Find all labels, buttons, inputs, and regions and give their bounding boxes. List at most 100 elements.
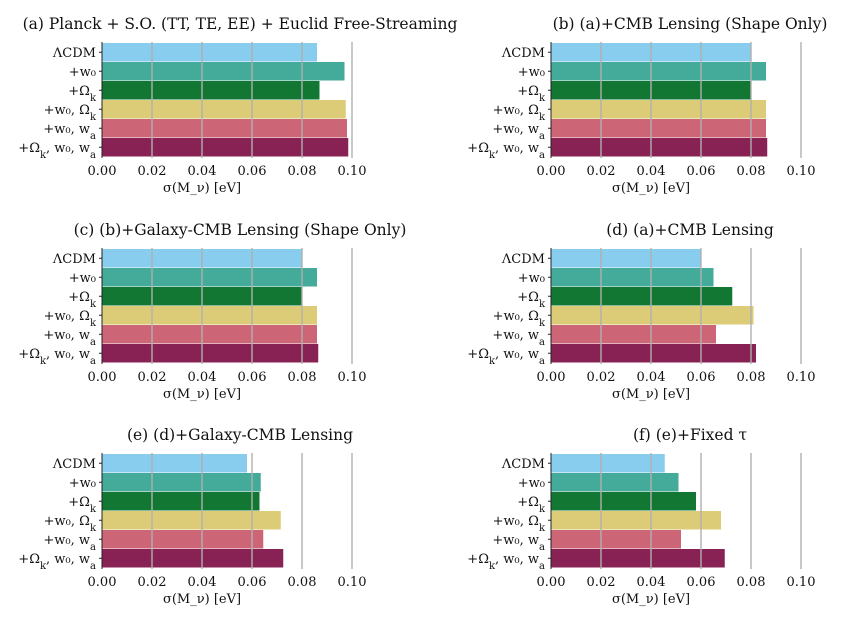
x-tick-label: 0.02 [587,164,616,179]
bar [551,249,701,268]
category-label: +w₀ [518,476,545,491]
x-tick-label: 0.08 [737,370,766,385]
category-label: +Ωk [68,290,97,310]
x-tick-label: 0.00 [88,575,117,590]
category-label: +w₀, Ωk [44,103,97,123]
category-label: +w₀ [69,65,96,80]
category-label: +Ωk, w₀, wa [18,552,96,572]
x-axis-label: σ(M_ν) [eV] [163,592,241,607]
panel-title: (b) (a)+CMB Lensing (Shape Only) [553,15,828,33]
x-tick-label: 0.06 [687,370,716,385]
category-label: +w₀, Ωk [44,514,97,534]
bar [102,530,264,549]
x-tick-label: 0.02 [587,575,616,590]
x-axis-label: σ(M_ν) [eV] [612,592,690,607]
bar [102,306,317,325]
bar [102,511,281,530]
x-tick-label: 0.10 [338,575,367,590]
bar [551,62,766,81]
bar [551,138,768,157]
panel-title: (f) (e)+Fixed τ [633,426,747,444]
panel-e: (e) (d)+Galaxy-CMB LensingΛCDM+w₀+Ωk+w₀,… [18,426,366,607]
panel-title: (c) (b)+Galaxy-CMB Lensing (Shape Only) [74,221,407,239]
bar [102,100,346,119]
x-tick-label: 0.00 [88,164,117,179]
x-tick-label: 0.06 [238,370,267,385]
bar [102,454,247,473]
x-axis-label: σ(M_ν) [eV] [612,387,690,402]
category-label: +Ωk [517,495,546,515]
category-label: +w₀, Ωk [44,309,97,329]
bar [102,268,317,287]
bar [551,325,716,344]
category-label: +Ωk [517,290,546,310]
bar [551,268,714,287]
bar [102,119,347,138]
category-label: ΛCDM [501,46,545,61]
x-axis-label: σ(M_ν) [eV] [612,181,690,196]
x-tick-label: 0.00 [537,164,566,179]
x-tick-label: 0.08 [737,164,766,179]
bar [102,325,317,344]
category-label: +w₀, wa [43,533,96,553]
bar [551,492,696,511]
x-tick-label: 0.04 [637,575,666,590]
category-label: +w₀, wa [492,328,545,348]
panel-d: (d) (a)+CMB Lensing ΛCDM +w₀ +Ωk+w₀, Ωk+w₀,… [467,221,815,402]
category-label: +w₀, wa [43,328,96,348]
x-tick-label: 0.04 [637,370,666,385]
panel-title: (d) (a)+CMB Lensing [606,221,774,239]
bar [102,138,349,157]
category-label: +Ωk, w₀, wa [467,141,545,161]
x-tick-label: 0.02 [138,575,167,590]
x-tick-label: 0.04 [188,370,217,385]
x-tick-label: 0.08 [737,575,766,590]
category-label: +Ωk, w₀, wa [467,347,545,367]
category-label: +w₀ [69,271,96,286]
category-label: +Ωk, w₀, wa [467,552,545,572]
bar [102,81,320,100]
x-axis-label: σ(M_ν) [eV] [163,181,241,196]
category-label: +w₀ [518,65,545,80]
bar [551,530,681,549]
x-tick-label: 0.10 [338,164,367,179]
panel-c: (c) (b)+Galaxy-CMB Lensing (Shape Only) Λ… [18,221,406,402]
category-label: +w₀ [69,476,96,491]
x-tick-label: 0.10 [338,370,367,385]
bar [551,344,756,363]
category-label: +w₀, Ωk [493,514,546,534]
panel-b: (b) (a)+CMB Lensing (Shape Only) ΛCDM +w₀ +… [467,15,827,196]
category-label: +Ωk [68,84,97,104]
bar [551,306,754,325]
category-label: +w₀ [518,271,545,286]
bar [551,119,766,138]
bar [551,100,766,119]
category-label: +w₀, Ωk [493,309,546,329]
bar [551,549,725,568]
x-tick-label: 0.00 [537,575,566,590]
x-tick-label: 0.10 [787,164,816,179]
x-tick-label: 0.06 [687,164,716,179]
x-tick-label: 0.00 [88,370,117,385]
bar [551,473,679,492]
category-label: +Ωk [68,495,97,515]
category-label: ΛCDM [52,46,96,61]
x-tick-label: 0.08 [288,370,317,385]
x-tick-label: 0.06 [238,164,267,179]
bar [102,473,261,492]
category-label: +w₀, wa [43,122,96,142]
x-tick-label: 0.10 [787,575,816,590]
x-tick-label: 0.08 [288,575,317,590]
panel-a: (a) Planck + S.O. (TT, TE, EE) + Euclid … [18,15,457,196]
x-tick-label: 0.04 [637,164,666,179]
x-tick-label: 0.06 [687,575,716,590]
x-tick-label: 0.10 [787,370,816,385]
category-label: ΛCDM [52,457,96,472]
category-label: ΛCDM [501,252,545,267]
x-tick-label: 0.02 [587,370,616,385]
category-label: +Ωk, w₀, wa [18,141,96,161]
panel-title: (a) Planck + S.O. (TT, TE, EE) + Euclid … [23,15,458,33]
x-tick-label: 0.06 [238,575,267,590]
category-label: ΛCDM [501,457,545,472]
